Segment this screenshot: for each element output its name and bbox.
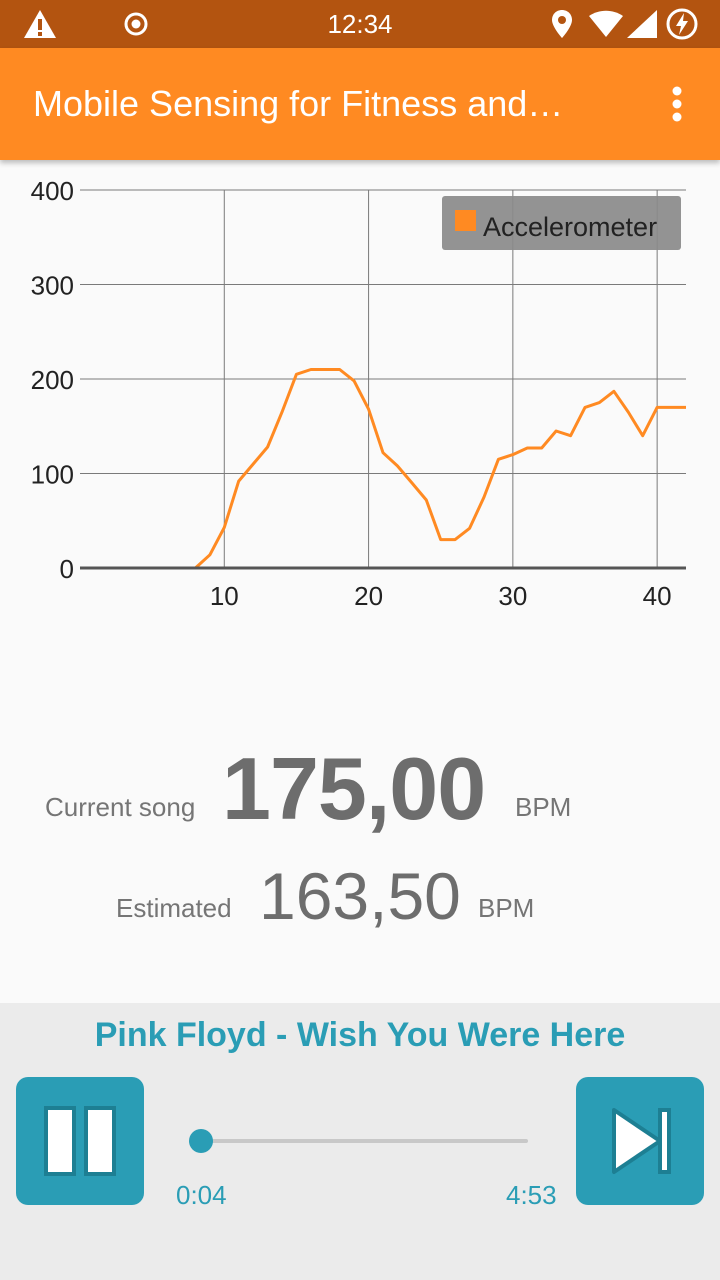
app-bar: Mobile Sensing for Fitness and…	[0, 48, 720, 160]
skip-next-icon	[612, 1108, 671, 1174]
legend-box	[442, 196, 681, 250]
battery-charging-icon	[666, 0, 698, 48]
legend-swatch	[455, 210, 476, 231]
total-duration: 4:53	[506, 1180, 557, 1210]
seekbar-thumb[interactable]	[188, 1129, 213, 1153]
y-tick-label: 400	[31, 176, 74, 206]
more-vert-icon[interactable]	[652, 78, 702, 128]
warning-icon	[22, 0, 58, 48]
y-tick-label: 200	[31, 365, 74, 395]
song-title: Pink Floyd - Wish You Were Here	[94, 1016, 626, 1054]
estimated-bpm-value: 163,50	[259, 859, 461, 933]
wifi-icon	[588, 0, 624, 48]
legend-label: Accelerometer	[483, 212, 657, 242]
x-tick-label: 30	[498, 581, 527, 611]
status-bar: 12:34	[0, 0, 720, 48]
record-icon	[123, 0, 149, 48]
y-tick-label: 300	[31, 271, 74, 301]
signal-icon	[626, 0, 658, 48]
estimated-label: Estimated	[116, 893, 232, 923]
series-line-accelerometer	[80, 368, 686, 570]
y-tick-label: 0	[60, 554, 74, 584]
current-song-label: Current song	[45, 792, 196, 822]
next-button[interactable]	[576, 1077, 704, 1205]
location-icon	[551, 0, 573, 48]
estimated-bpm-unit: BPM	[478, 893, 535, 923]
current-bpm-value: 175,00	[222, 739, 486, 838]
app-title: Mobile Sensing for Fitness and…	[33, 83, 564, 124]
pause-icon	[44, 1106, 116, 1176]
y-tick-label: 100	[31, 460, 74, 490]
clock: 12:34	[327, 8, 393, 39]
pause-button[interactable]	[16, 1077, 144, 1205]
seekbar[interactable]	[196, 1139, 528, 1143]
current-bpm-unit: BPM	[515, 792, 572, 822]
accelerometer-chart: 0 100 200 300 400 10 20 30 40 Accelerometer	[31, 176, 686, 611]
elapsed-time: 0:04	[176, 1180, 227, 1210]
x-tick-label: 20	[354, 581, 383, 611]
x-tick-label: 40	[643, 581, 672, 611]
x-tick-label: 10	[210, 581, 239, 611]
